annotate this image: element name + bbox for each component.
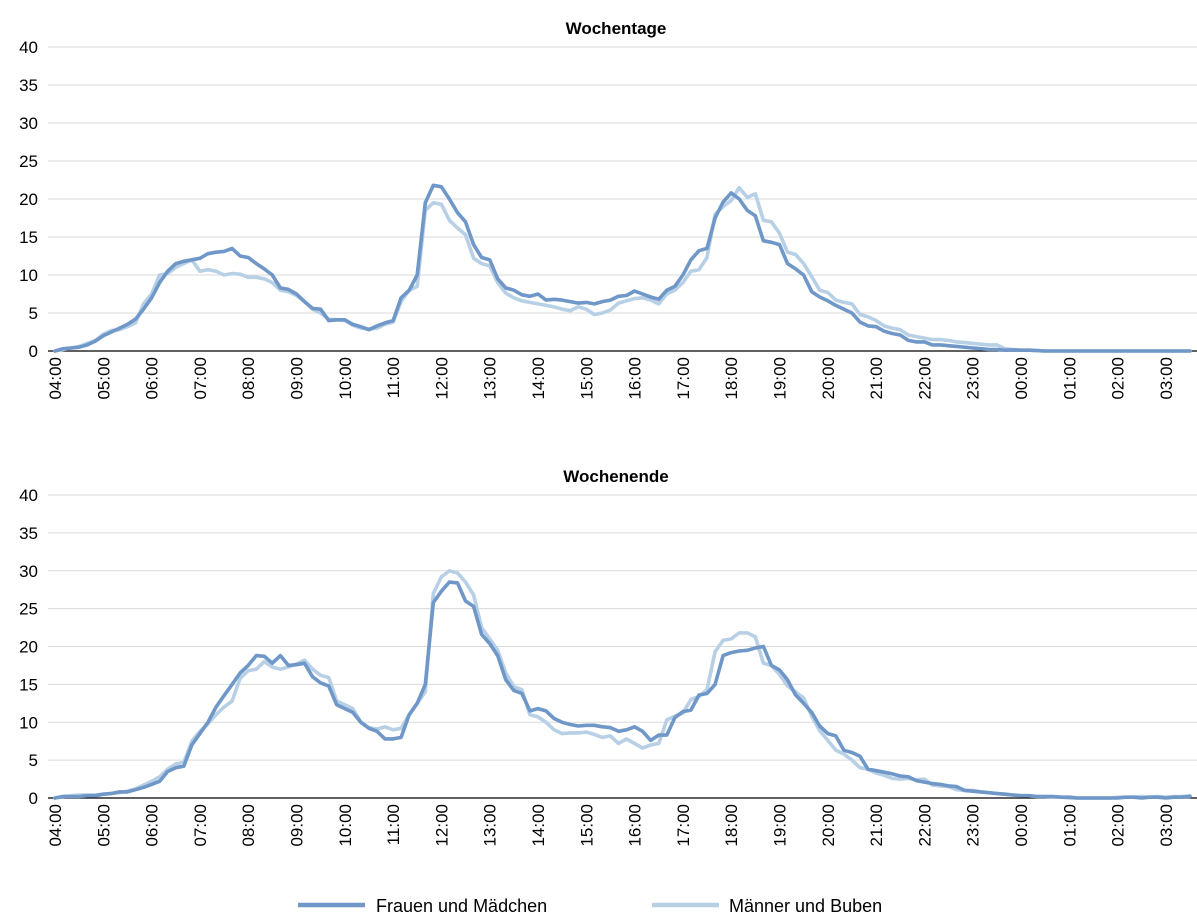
y-tick-label: 15 xyxy=(19,228,38,247)
x-tick-label: 01:00 xyxy=(1060,357,1079,400)
x-tick-label: 10:00 xyxy=(336,804,355,847)
x-tick-label: 00:00 xyxy=(1012,804,1031,847)
y-tick-label: 0 xyxy=(29,342,38,361)
x-tick-label: 22:00 xyxy=(915,804,934,847)
x-tick-label: 09:00 xyxy=(288,357,307,400)
x-tick-label: 19:00 xyxy=(771,804,790,847)
x-tick-label: 18:00 xyxy=(722,357,741,400)
x-tick-label: 22:00 xyxy=(915,357,934,400)
x-tick-label: 13:00 xyxy=(481,804,500,847)
y-tick-label: 30 xyxy=(19,562,38,581)
y-tick-label: 0 xyxy=(29,789,38,808)
x-tick-label: 08:00 xyxy=(239,804,258,847)
x-tick-label: 02:00 xyxy=(1109,357,1128,400)
y-tick-label: 35 xyxy=(19,76,38,95)
x-tick-label: 20:00 xyxy=(819,804,838,847)
x-tick-label: 21:00 xyxy=(867,804,886,847)
legend-label: Frauen und Mädchen xyxy=(376,896,547,916)
x-tick-label: 14:00 xyxy=(529,804,548,847)
y-tick-label: 40 xyxy=(19,486,38,505)
x-tick-label: 12:00 xyxy=(432,804,451,847)
x-tick-label: 06:00 xyxy=(143,357,162,400)
chart-legend: Frauen und Mädchen Männer und Buben xyxy=(298,896,882,916)
x-tick-label: 01:00 xyxy=(1060,804,1079,847)
y-tick-label: 25 xyxy=(19,152,38,171)
x-tick-label: 16:00 xyxy=(626,357,645,400)
x-tick-label: 23:00 xyxy=(964,357,983,400)
x-tick-label: 13:00 xyxy=(481,357,500,400)
x-tick-label: 07:00 xyxy=(191,357,210,400)
x-tick-label: 03:00 xyxy=(1157,357,1176,400)
x-tick-label: 21:00 xyxy=(867,357,886,400)
y-tick-label: 40 xyxy=(19,38,38,57)
y-tick-label: 20 xyxy=(19,638,38,657)
y-tick-label: 30 xyxy=(19,114,38,133)
x-tick-label: 07:00 xyxy=(191,804,210,847)
x-tick-label: 06:00 xyxy=(143,804,162,847)
series-line xyxy=(53,580,1192,800)
y-tick-label: 10 xyxy=(19,713,38,732)
chart-title: Wochentage xyxy=(566,19,667,38)
legend-label: Männer und Buben xyxy=(729,896,882,916)
weekend-chart: Wochenende 0 5 10 15 20 25 30 35 40 04:00 05:00 06:0… xyxy=(19,467,1197,847)
y-tick-label: 20 xyxy=(19,190,38,209)
y-tick-label: 35 xyxy=(19,524,38,543)
x-tick-label: 16:00 xyxy=(626,804,645,847)
weekday-chart: Wochentage 0 5 10 15 20 25 30 35 40 04:00 05:00 06:0… xyxy=(19,19,1197,400)
y-tick-label: 15 xyxy=(19,675,38,694)
y-tick-label: 5 xyxy=(29,751,38,770)
x-tick-label: 05:00 xyxy=(94,357,113,400)
x-tick-label: 02:00 xyxy=(1109,804,1128,847)
x-tick-label: 18:00 xyxy=(722,804,741,847)
x-tick-label: 12:00 xyxy=(432,357,451,400)
x-tick-label: 15:00 xyxy=(577,804,596,847)
chart-title: Wochenende xyxy=(563,467,668,486)
x-tick-label: 04:00 xyxy=(46,804,65,847)
x-tick-label: 10:00 xyxy=(336,357,355,400)
x-tick-label: 08:00 xyxy=(239,357,258,400)
series-line xyxy=(53,183,1192,353)
x-tick-label: 00:00 xyxy=(1012,357,1031,400)
x-tick-label: 11:00 xyxy=(384,804,403,845)
x-tick-label: 03:00 xyxy=(1157,804,1176,847)
x-tick-label: 23:00 xyxy=(964,804,983,847)
y-tick-label: 25 xyxy=(19,600,38,619)
x-tick-label: 17:00 xyxy=(674,357,693,400)
x-tick-label: 04:00 xyxy=(46,357,65,400)
x-tick-label: 14:00 xyxy=(529,357,548,400)
x-tick-label: 15:00 xyxy=(577,357,596,400)
x-tick-label: 19:00 xyxy=(771,357,790,400)
x-tick-label: 17:00 xyxy=(674,804,693,847)
x-tick-label: 05:00 xyxy=(94,804,113,847)
y-tick-label: 10 xyxy=(19,266,38,285)
series-line xyxy=(53,185,1192,353)
x-tick-label: 20:00 xyxy=(819,357,838,400)
x-tick-label: 09:00 xyxy=(288,804,307,847)
x-tick-label: 11:00 xyxy=(384,357,403,398)
y-tick-label: 5 xyxy=(29,304,38,323)
